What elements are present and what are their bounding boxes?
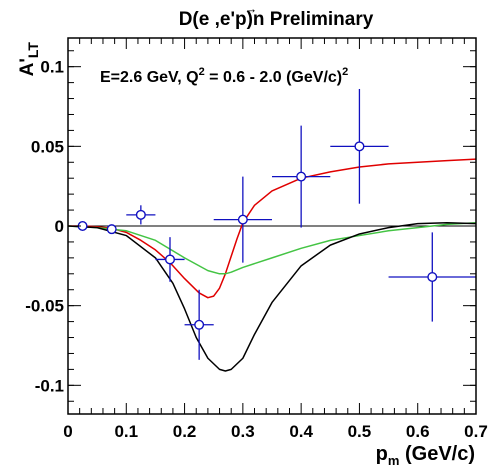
curve-red	[68, 158, 477, 299]
data-point-8	[388, 232, 476, 322]
x-axis-title-main: p	[376, 443, 388, 465]
marker	[296, 171, 307, 182]
title-vector-arrow: →	[245, 1, 258, 16]
x-tick-label: 0.5	[348, 422, 372, 441]
marker	[164, 254, 175, 265]
annotation-prefix: E=2.6 GeV, Q	[100, 69, 199, 86]
data-point-4	[184, 289, 214, 360]
marker	[106, 224, 117, 235]
x-tick-label: 0.1	[114, 422, 138, 441]
y-axis-title-sub: LT	[25, 42, 41, 59]
data-point-3	[155, 237, 185, 282]
marker	[237, 214, 248, 225]
x-tick-label: 0.7	[464, 422, 488, 441]
x-tick-label: 0.6	[406, 422, 430, 441]
y-tick-label: 0.05	[31, 137, 64, 156]
marker	[427, 271, 438, 282]
y-axis-title: A'LT	[17, 42, 41, 77]
x-tick-label: 0.3	[231, 422, 255, 441]
x-axis-title-sub: m	[388, 453, 400, 468]
y-axis-title-prime: '	[17, 58, 38, 63]
kinematics-annotation: E=2.6 GeV, Q2 = 0.6 - 2.0 (GeV/c)2	[100, 66, 348, 86]
x-axis-title: pm (GeV/c)	[376, 443, 475, 468]
x-tick-label: 0.4	[289, 422, 313, 441]
annotation-exp2: 2	[342, 66, 348, 78]
data-point-5	[213, 176, 272, 263]
data-point-6	[272, 125, 331, 228]
x-axis-title-rest: (GeV/c)	[399, 443, 475, 465]
y-tick-label: -0.1	[35, 376, 64, 395]
y-tick-label: 0.1	[40, 58, 64, 77]
data-point-1	[106, 224, 117, 235]
marker	[135, 209, 146, 220]
data-point-7	[330, 88, 389, 204]
y-axis-title-main: A	[17, 62, 38, 76]
x-tick-label: 0.2	[173, 422, 197, 441]
x-tick-label: 0	[63, 422, 72, 441]
marker	[354, 141, 365, 152]
annotation-middle: = 0.6 - 2.0 (GeV/c)	[205, 69, 342, 86]
chart-title: D(e ,e'p)n Preliminary	[179, 9, 374, 30]
curve-black	[67, 222, 477, 372]
y-tick-label: -0.05	[25, 297, 64, 316]
y-tick-label: 0	[55, 217, 64, 236]
curve-green	[67, 222, 477, 275]
annotation-exp: 2	[199, 66, 205, 78]
data-point-2	[126, 205, 156, 225]
plot-area: 0 0.1 0.2 0.3 0.4 0.5 0.6 0.7 -0.1 -0.05 0 0.05 0.1	[25, 37, 488, 441]
marker	[194, 319, 205, 330]
